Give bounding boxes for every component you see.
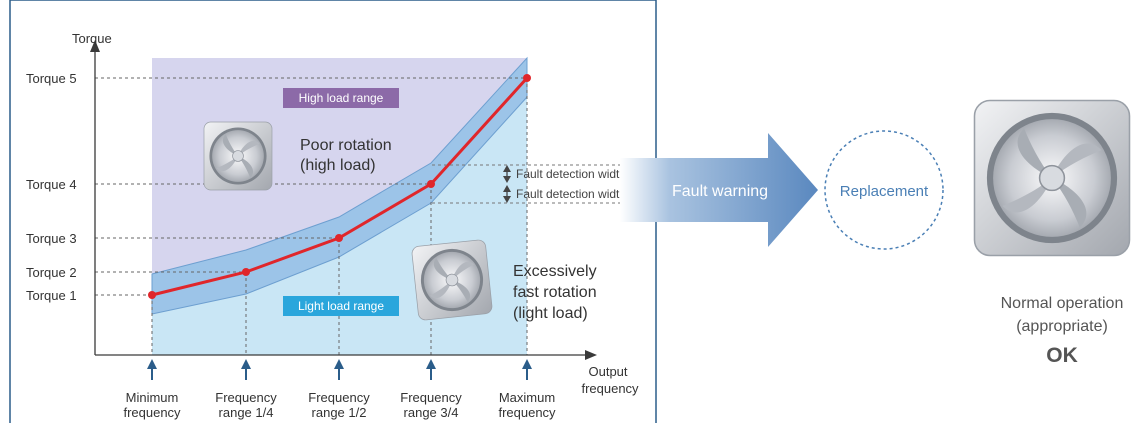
light-load-badge: Light load range bbox=[283, 296, 399, 316]
y-tick-label: Torque 2 bbox=[26, 265, 77, 280]
x-tick-arrowhead bbox=[522, 359, 532, 369]
x-axis-arrowhead bbox=[585, 350, 597, 360]
result-line1: Normal operation bbox=[1001, 295, 1124, 312]
high-load-label: High load range bbox=[299, 91, 384, 105]
x-tick-arrowhead bbox=[334, 359, 344, 369]
x-tick-label: range 1/4 bbox=[219, 405, 274, 420]
y-tick-label: Torque 3 bbox=[26, 231, 77, 246]
y-axis-arrowhead bbox=[90, 40, 100, 52]
fault-width-label-upper: Fault detection width bbox=[516, 167, 626, 181]
x-tick-label: Minimum bbox=[126, 390, 179, 405]
x-tick-arrowhead bbox=[147, 359, 157, 369]
result-line2: (appropriate) bbox=[1016, 318, 1108, 335]
replacement-circle: Replacement bbox=[824, 130, 944, 250]
x-tick-label: frequency bbox=[123, 405, 181, 420]
x-tick-arrowhead bbox=[426, 359, 436, 369]
x-axis-label-line2: frequency bbox=[581, 381, 639, 396]
result-ok: OK bbox=[1046, 344, 1078, 367]
x-tick-arrowhead bbox=[241, 359, 251, 369]
fan-icon bbox=[973, 99, 1131, 257]
x-tick-label: range 3/4 bbox=[404, 405, 459, 420]
high-load-badge: High load range bbox=[283, 88, 399, 108]
fast-rotation-line2: fast rotation bbox=[513, 284, 597, 301]
x-tick-label: range 1/2 bbox=[312, 405, 367, 420]
high-load-region bbox=[152, 58, 527, 274]
light-load-label: Light load range bbox=[298, 299, 384, 313]
torque-series-points bbox=[148, 74, 531, 299]
poor-rotation-line1: Poor rotation bbox=[300, 137, 392, 154]
replacement-label: Replacement bbox=[840, 183, 929, 200]
x-tick-label: Frequency bbox=[215, 390, 277, 405]
y-axis-label: Torque bbox=[72, 31, 112, 46]
fault-warning-arrow: Fault warning bbox=[620, 133, 818, 247]
fault-width-markers: Fault detection width Fault detection wi… bbox=[432, 164, 645, 204]
fan-icon bbox=[203, 121, 273, 191]
x-tick-label: Maximum bbox=[499, 390, 555, 405]
fast-rotation-line3: (light load) bbox=[513, 305, 588, 322]
data-point bbox=[242, 268, 250, 276]
fault-width-label-lower: Fault detection width bbox=[516, 187, 626, 201]
y-tick-labels: Torque 1 Torque 2 Torque 3 Torque 4 Torque 5 bbox=[26, 71, 77, 303]
data-point bbox=[427, 180, 435, 188]
x-axis-label-line1: Output bbox=[588, 364, 627, 379]
x-tick-label: Frequency bbox=[308, 390, 370, 405]
y-tick-label: Torque 5 bbox=[26, 71, 77, 86]
data-point bbox=[523, 74, 531, 82]
y-tick-label: Torque 1 bbox=[26, 288, 77, 303]
fast-rotation-line1: Excessively bbox=[513, 263, 597, 280]
data-point bbox=[335, 234, 343, 242]
fault-warning-label: Fault warning bbox=[672, 183, 768, 200]
x-tick-label: Frequency bbox=[400, 390, 462, 405]
poor-rotation-line2: (high load) bbox=[300, 157, 376, 174]
data-point bbox=[148, 291, 156, 299]
x-tick-label: frequency bbox=[498, 405, 556, 420]
y-tick-label: Torque 4 bbox=[26, 177, 77, 192]
fan-icon bbox=[410, 238, 494, 322]
